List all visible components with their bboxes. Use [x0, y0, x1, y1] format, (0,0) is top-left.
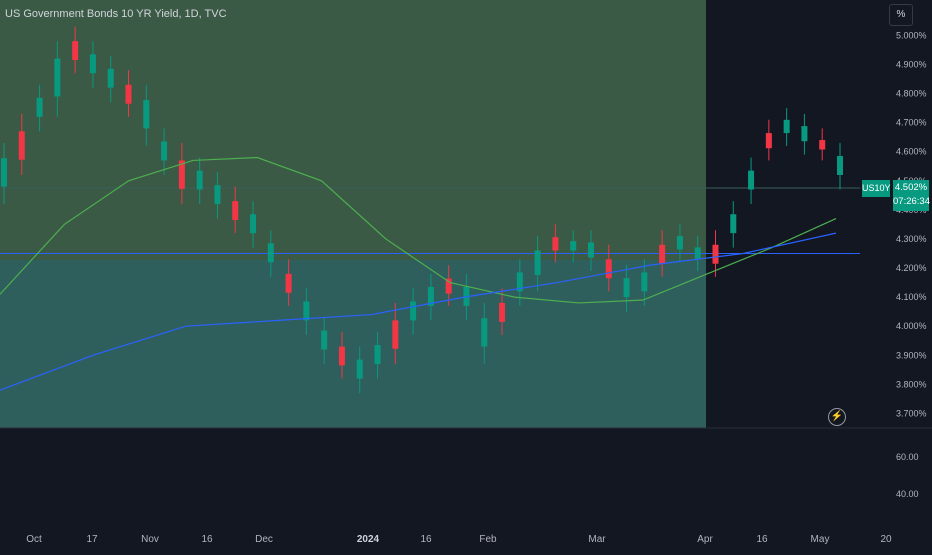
candle-body [730, 214, 737, 234]
y-tick-label: 4.200% [896, 263, 927, 273]
candle-body [819, 140, 826, 150]
candle-body [196, 170, 203, 190]
candle-body [36, 97, 43, 117]
x-tick-label: 16 [756, 534, 768, 545]
candle-body [178, 160, 185, 189]
candle-body [748, 170, 755, 190]
candle-body [161, 141, 168, 161]
candle-body [267, 243, 274, 263]
y-tick-label: 5.000% [896, 30, 927, 40]
last-price-box: 4.502% 07:26:34 [893, 180, 930, 211]
y-tick-label: 3.900% [896, 350, 927, 360]
candle-body [801, 126, 808, 142]
candle-body [392, 320, 399, 349]
moving-average-line [0, 156, 837, 304]
x-tick-label: 17 [86, 534, 98, 545]
candle-body [837, 156, 843, 175]
candle-body [143, 100, 150, 129]
x-tick-label: May [811, 534, 830, 545]
candle-body [481, 318, 488, 347]
candle-body [427, 286, 434, 306]
candle-body [783, 119, 790, 134]
candle-body [125, 84, 132, 104]
y-tick-label: 3.700% [896, 408, 927, 418]
candle-body [303, 301, 310, 321]
candle-body [587, 242, 594, 258]
candle-body [765, 133, 772, 149]
y-tick-label: 4.800% [896, 89, 927, 99]
x-tick-label: 20 [880, 534, 892, 545]
y-tick-label: 4.900% [896, 59, 927, 69]
candle-body [534, 250, 541, 276]
indicator-tick-label: 60.00 [896, 452, 919, 462]
candle-body [285, 273, 292, 293]
candle-body [516, 272, 523, 292]
candle-body [712, 244, 719, 264]
candle-body [107, 68, 114, 88]
last-price-value: 4.502% [894, 182, 928, 193]
x-tick-label: Nov [141, 534, 159, 545]
y-tick-label: 3.800% [896, 379, 927, 389]
candle-body [232, 201, 239, 221]
y-tick-label: 4.100% [896, 292, 927, 302]
countdown-value: 07:26:34 [893, 196, 930, 207]
candle-body [605, 259, 612, 279]
candle-body [694, 247, 701, 259]
x-tick-label: Dec [255, 534, 273, 545]
candle-body [641, 272, 648, 292]
candle-body [499, 302, 506, 322]
candle-body [338, 346, 345, 366]
candle-body [1, 158, 7, 187]
y-tick-label: 4.000% [896, 321, 927, 331]
shaded-region-lower [0, 260, 706, 428]
unit-toggle-button[interactable]: % [889, 4, 913, 26]
shaded-region-upper [0, 0, 706, 260]
x-tick-label: 16 [420, 534, 432, 545]
candle-body [623, 278, 630, 298]
candle-body [72, 41, 79, 61]
lightning-icon[interactable]: ⚡ [828, 408, 846, 426]
candle-body [214, 185, 221, 205]
y-tick-label: 4.300% [896, 234, 927, 244]
candle-body [356, 359, 363, 379]
candle-body [445, 278, 452, 294]
x-tick-label: Mar [588, 534, 606, 545]
x-tick-label: Feb [479, 534, 497, 545]
candle-body [676, 236, 683, 250]
indicator-tick-label: 40.00 [896, 489, 919, 499]
x-tick-label: Apr [697, 534, 713, 545]
symbol-price-label: US10Y [862, 180, 891, 197]
candle-body [89, 54, 96, 74]
chart-title: US Government Bonds 10 YR Yield, 1D, TVC [5, 8, 227, 20]
candle-body [250, 214, 257, 234]
candle-body [570, 241, 577, 251]
candle-body [18, 131, 25, 160]
moving-average-line [0, 232, 837, 391]
x-tick-label: Oct [26, 534, 42, 545]
candle-body [54, 58, 61, 97]
candle-body [659, 244, 666, 264]
x-tick-label: 2024 [357, 534, 380, 545]
candle-body [552, 237, 559, 251]
x-tick-label: 16 [201, 534, 213, 545]
candle-body [374, 345, 381, 365]
candle-body [410, 301, 417, 321]
y-tick-label: 4.700% [896, 118, 927, 128]
candle-body [321, 330, 328, 350]
y-tick-label: 4.600% [896, 147, 927, 157]
